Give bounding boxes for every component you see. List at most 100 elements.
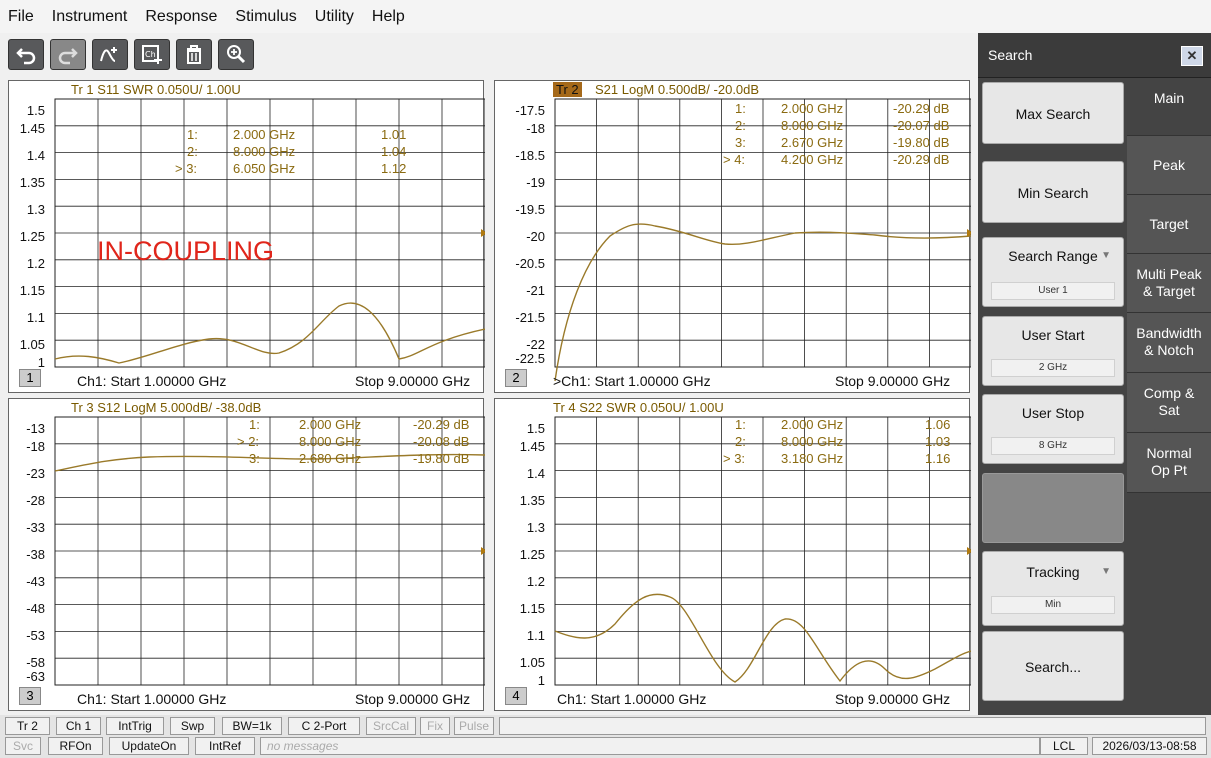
- reference-arrow: [967, 229, 971, 237]
- tab-bandwidth-notch[interactable]: Bandwidth & Notch: [1127, 313, 1211, 373]
- min-search-button[interactable]: Min Search: [982, 161, 1124, 223]
- trace-pane-3[interactable]: Tr 3 S12 LogM 5.000dB/ -38.0dB -13 -18 -…: [8, 398, 485, 711]
- status-rf-on[interactable]: RFOn: [48, 737, 103, 755]
- status-bandwidth[interactable]: BW=1k: [222, 717, 282, 735]
- sweep-stop: Stop 9.00000 GHz: [835, 373, 951, 389]
- channel-number: 2: [505, 369, 527, 387]
- marker-freq: 3.180 GHz: [781, 451, 844, 466]
- y-tick: -58: [26, 655, 45, 670]
- marker-freq: 4.200 GHz: [781, 152, 844, 167]
- undo-button[interactable]: [8, 38, 44, 70]
- menu-utility[interactable]: Utility: [314, 7, 354, 25]
- marker-value: -20.08 dB: [413, 434, 470, 449]
- tab-peak[interactable]: Peak: [1127, 136, 1211, 195]
- active-trace-badge: Tr 2: [553, 82, 582, 97]
- status-pulse[interactable]: Pulse: [454, 717, 494, 735]
- marker-value: 1.04: [381, 144, 407, 159]
- menu-file[interactable]: File: [8, 7, 34, 25]
- y-tick: 1.2: [526, 574, 545, 589]
- marker-label: 1:: [735, 417, 746, 432]
- reference-arrow: [967, 547, 971, 555]
- marker-value: 1.12: [381, 161, 407, 176]
- tab-target[interactable]: Target: [1127, 195, 1211, 254]
- tab-comp-sat[interactable]: Comp & Sat: [1127, 373, 1211, 433]
- status-sweep[interactable]: Swp: [170, 717, 215, 735]
- redo-button[interactable]: [50, 38, 86, 70]
- trace-title: Tr 1 S11 SWR 0.050U/ 1.00U: [71, 82, 241, 97]
- max-search-button[interactable]: Max Search: [982, 82, 1124, 144]
- delete-button[interactable]: [176, 38, 212, 70]
- reference-arrow: [481, 547, 485, 555]
- trace-3-plot: [54, 416, 485, 686]
- status-calibration[interactable]: C 2-Port: [288, 717, 360, 735]
- tab-label: Bandwidth & Notch: [1136, 325, 1202, 358]
- marker-value: -19.80 dB: [413, 451, 470, 466]
- blank-button[interactable]: [982, 473, 1124, 543]
- y-tick: -28: [26, 493, 45, 508]
- user-stop-label: User Stop: [1021, 405, 1085, 421]
- marker-label: 2:: [735, 434, 746, 449]
- trace-pane-2[interactable]: Tr 2 S21 LogM 0.500dB/ -20.0dB -17.5 -18…: [494, 80, 971, 393]
- y-tick: -22: [526, 337, 545, 352]
- trace-2-plot: [554, 98, 971, 382]
- status-trigger[interactable]: IntTrig: [106, 717, 164, 735]
- y-tick: 1.5: [26, 103, 45, 118]
- trace-pane-1[interactable]: Tr 1 S11 SWR 0.050U/ 1.00U 1.5 1.45 1.4 …: [8, 80, 485, 393]
- menu-bar: File Instrument Response Stimulus Utilit…: [0, 0, 1211, 33]
- close-button[interactable]: ✕: [1181, 46, 1203, 66]
- search-button[interactable]: Search...: [982, 631, 1124, 701]
- tab-normal-op-pt[interactable]: Normal Op Pt: [1127, 433, 1211, 493]
- marker-value: -19.80 dB: [893, 135, 950, 150]
- y-tick: -48: [26, 601, 45, 616]
- tab-multi-peak-target[interactable]: Multi Peak & Target: [1127, 254, 1211, 313]
- status-fix[interactable]: Fix: [420, 717, 450, 735]
- marker-label: 2:: [187, 144, 198, 159]
- add-channel-button[interactable]: Ch: [134, 38, 170, 70]
- status-update-on[interactable]: UpdateOn: [109, 737, 189, 755]
- marker-label: 1:: [249, 417, 260, 432]
- tab-main[interactable]: Main: [1127, 78, 1211, 136]
- search-range-button[interactable]: Search Range ▼ User 1: [982, 237, 1124, 307]
- user-stop-button[interactable]: User Stop 8 GHz: [982, 394, 1124, 464]
- svg-text:Ch: Ch: [145, 50, 156, 59]
- y-tick: -18.5: [515, 148, 545, 163]
- search-label: Search...: [1024, 659, 1082, 675]
- y-tick: 1.3: [26, 202, 45, 217]
- marker-value: 1.06: [925, 417, 951, 432]
- menu-response[interactable]: Response: [145, 7, 218, 25]
- menu-stimulus[interactable]: Stimulus: [235, 7, 297, 25]
- y-tick: -19: [526, 175, 545, 190]
- status-bar: Tr 2 Ch 1 IntTrig Swp BW=1k C 2-Port Src…: [0, 715, 1211, 758]
- tab-label: Multi Peak & Target: [1136, 266, 1202, 299]
- y-tick: 1.4: [526, 466, 545, 481]
- marker-freq: 2.000 GHz: [781, 101, 844, 116]
- y-tick: -53: [26, 628, 45, 643]
- tracking-value: Min: [991, 596, 1115, 614]
- chevron-down-icon: ▼: [1101, 250, 1111, 261]
- y-tick: 1.45: [19, 121, 45, 136]
- add-trace-button[interactable]: [92, 38, 128, 70]
- chevron-down-icon: ▼: [1101, 566, 1111, 577]
- status-int-ref[interactable]: IntRef: [195, 737, 255, 755]
- status-srccal[interactable]: SrcCal: [366, 717, 416, 735]
- menu-help[interactable]: Help: [371, 7, 405, 25]
- marker-label: > 2:: [237, 434, 260, 449]
- status-svc[interactable]: Svc: [5, 737, 41, 755]
- tab-label: Comp & Sat: [1143, 385, 1195, 418]
- user-start-button[interactable]: User Start 2 GHz: [982, 316, 1124, 386]
- y-tick: 1.1: [526, 628, 545, 643]
- tracking-button[interactable]: Tracking ▼ Min: [982, 551, 1124, 626]
- tab-label: Peak: [1153, 157, 1185, 173]
- zoom-button[interactable]: [218, 38, 254, 70]
- status-trace[interactable]: Tr 2: [5, 717, 50, 735]
- reference-arrow: [481, 229, 485, 237]
- marker-freq: 2.680 GHz: [299, 451, 362, 466]
- user-start-label: User Start: [1021, 327, 1085, 343]
- min-search-label: Min Search: [1017, 185, 1089, 201]
- trace-pane-4[interactable]: Tr 4 S22 SWR 0.050U/ 1.00U 1.5 1.45 1.4 …: [494, 398, 971, 711]
- y-tick: -21.5: [515, 310, 545, 325]
- tab-label: Normal Op Pt: [1146, 445, 1192, 478]
- status-channel[interactable]: Ch 1: [56, 717, 101, 735]
- status-lcl[interactable]: LCL: [1040, 737, 1088, 755]
- menu-instrument[interactable]: Instrument: [51, 7, 128, 25]
